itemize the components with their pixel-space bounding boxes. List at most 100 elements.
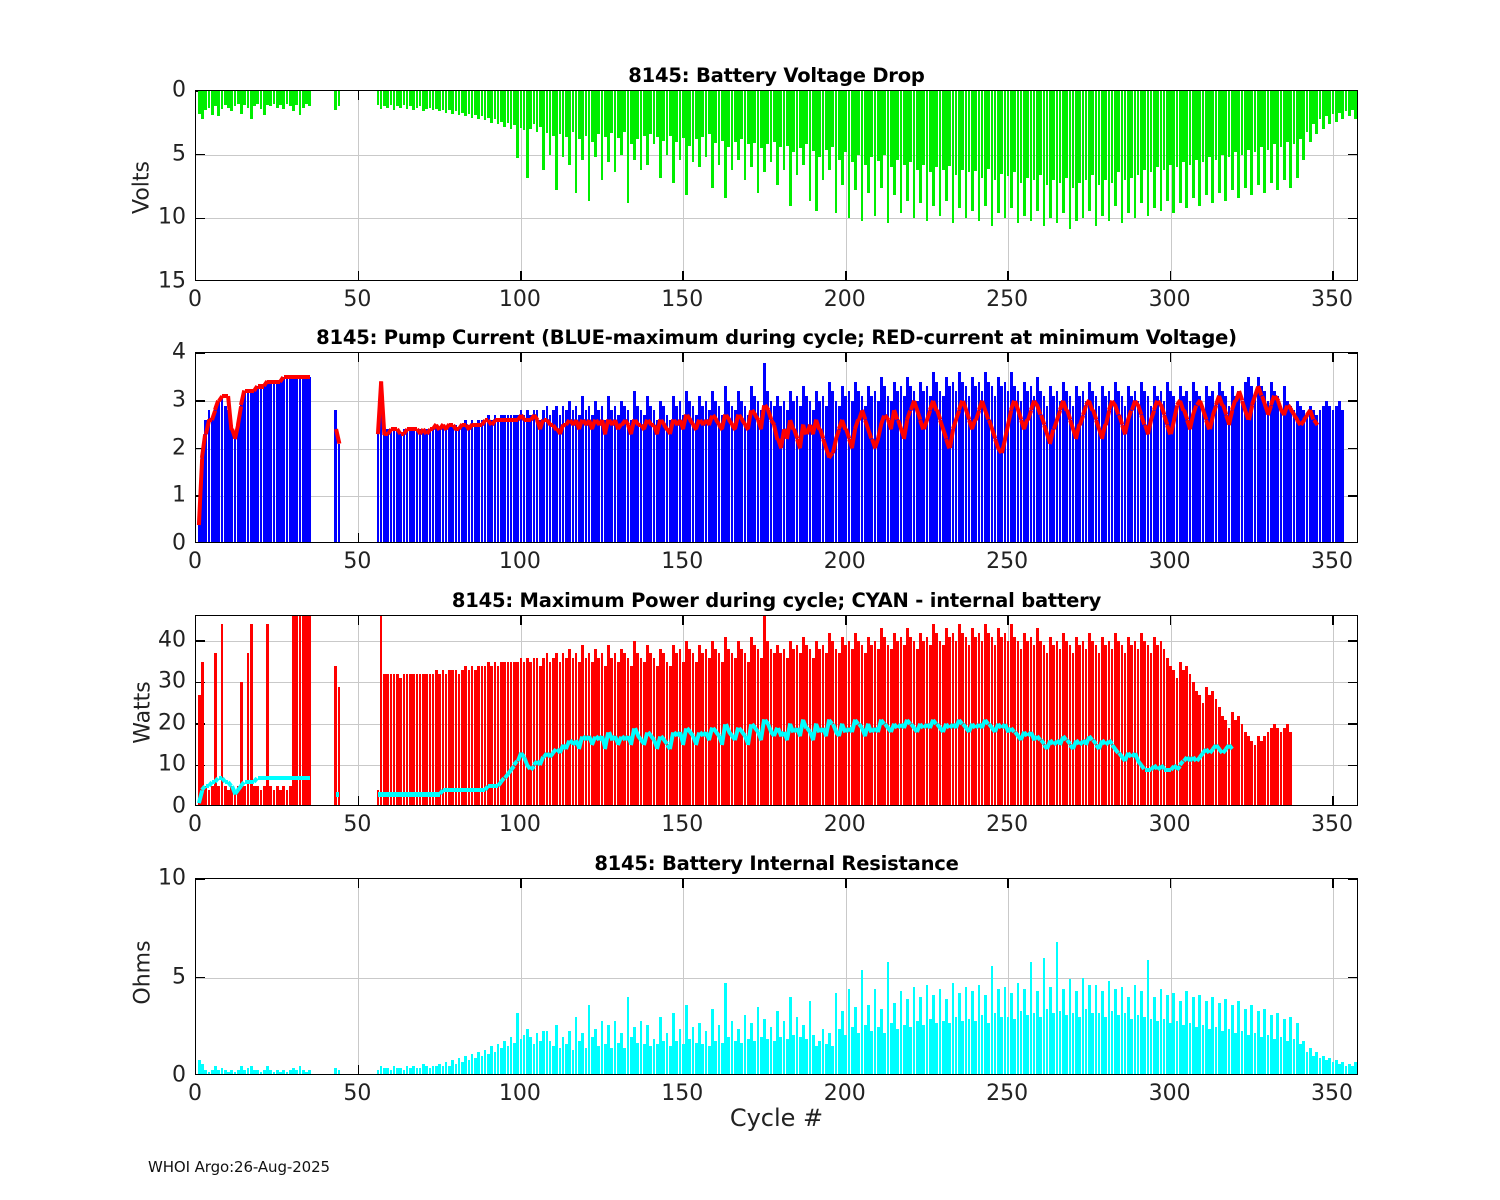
data-bar	[782, 400, 786, 542]
data-bar	[691, 1026, 695, 1074]
data-bar	[496, 665, 500, 805]
x-tick-mark	[1007, 271, 1009, 280]
data-bar	[227, 1072, 230, 1074]
data-line-segment	[507, 417, 512, 422]
data-bar	[275, 786, 279, 805]
data-bar	[776, 395, 779, 542]
data-bar	[535, 91, 539, 132]
x-tick-mark	[1169, 271, 1172, 280]
data-bar	[1101, 386, 1104, 542]
data-bar	[1013, 386, 1016, 542]
data-bar	[880, 628, 883, 805]
data-bar	[568, 649, 571, 805]
data-bar	[422, 1064, 425, 1074]
data-bar	[1091, 640, 1094, 805]
data-bar	[1136, 400, 1140, 542]
data-bar	[548, 661, 552, 805]
data-bar	[1117, 91, 1120, 173]
data-line-segment	[423, 792, 427, 797]
data-bar	[974, 636, 977, 805]
data-bar	[1240, 1030, 1244, 1074]
data-bar	[1088, 381, 1091, 542]
data-bar	[490, 1046, 493, 1074]
data-bar	[1078, 395, 1081, 542]
data-line-segment	[429, 427, 434, 432]
data-bar	[402, 91, 406, 105]
data-bar	[1273, 723, 1276, 805]
data-bar	[815, 91, 818, 211]
data-bar	[1019, 649, 1023, 805]
data-bar	[1068, 645, 1072, 805]
data-bar	[1347, 91, 1351, 117]
data-line-segment	[264, 775, 268, 781]
x-tick-mark	[682, 616, 685, 625]
data-bar	[743, 91, 747, 181]
data-bar	[1227, 91, 1231, 158]
data-bar	[545, 405, 549, 542]
data-bar	[470, 419, 474, 542]
data-bar	[571, 91, 575, 132]
data-bar	[714, 400, 718, 542]
data-bar	[1334, 1060, 1338, 1074]
data-bar	[425, 1066, 428, 1074]
data-bar	[759, 91, 763, 149]
data-bar	[590, 1036, 594, 1074]
data-bar	[763, 362, 766, 542]
data-bar	[646, 645, 649, 805]
data-line-segment	[257, 384, 261, 389]
data-bar	[233, 91, 237, 107]
data-bar	[1042, 645, 1046, 805]
data-bar	[646, 1024, 649, 1074]
data-bar	[308, 376, 312, 542]
data-bar	[1039, 91, 1042, 176]
data-bar	[672, 395, 675, 542]
data-bar	[925, 985, 929, 1074]
data-bar	[876, 1026, 880, 1074]
data-bar	[763, 1018, 766, 1074]
data-bar	[1256, 376, 1260, 542]
data-bar	[886, 961, 890, 1074]
y-tick-label: 10	[158, 865, 186, 891]
data-bar	[1162, 91, 1166, 170]
data-bar	[906, 376, 909, 542]
data-bar	[1289, 91, 1293, 188]
data-bar	[584, 1048, 588, 1074]
data-bar	[789, 997, 792, 1074]
data-bar	[1276, 1012, 1280, 1074]
data-bar	[704, 91, 708, 158]
data-bar	[997, 989, 1000, 1074]
data-bar	[256, 786, 260, 805]
data-bar	[529, 91, 532, 130]
data-bar	[415, 1068, 419, 1074]
data-bar	[792, 1034, 796, 1074]
data-bar	[701, 405, 705, 542]
data-bar	[1172, 993, 1176, 1074]
data-bar	[431, 674, 435, 805]
data-bar	[1182, 1024, 1185, 1074]
data-bar	[756, 91, 760, 193]
data-bar	[1204, 686, 1208, 805]
data-bar	[552, 1046, 555, 1074]
data-bar	[597, 1046, 601, 1074]
data-bar	[906, 999, 909, 1074]
data-bar	[201, 661, 204, 805]
data-bar	[201, 1064, 204, 1074]
data-bar	[285, 1072, 289, 1074]
data-bar	[480, 91, 484, 117]
data-bar	[1084, 1009, 1088, 1074]
data-bar	[870, 395, 874, 542]
data-line-segment	[472, 422, 476, 427]
data-bar	[405, 674, 409, 805]
data-bar	[594, 649, 597, 805]
data-bar	[389, 1070, 393, 1074]
data-bar	[636, 91, 640, 140]
data-bar	[772, 1040, 776, 1074]
data-bar	[623, 405, 627, 542]
data-bar	[578, 91, 581, 140]
data-bar	[1023, 381, 1026, 542]
data-bar	[1195, 391, 1198, 542]
data-bar	[256, 1070, 260, 1074]
data-line-segment	[296, 775, 300, 781]
data-bar	[1075, 91, 1078, 221]
data-bar	[672, 91, 675, 183]
